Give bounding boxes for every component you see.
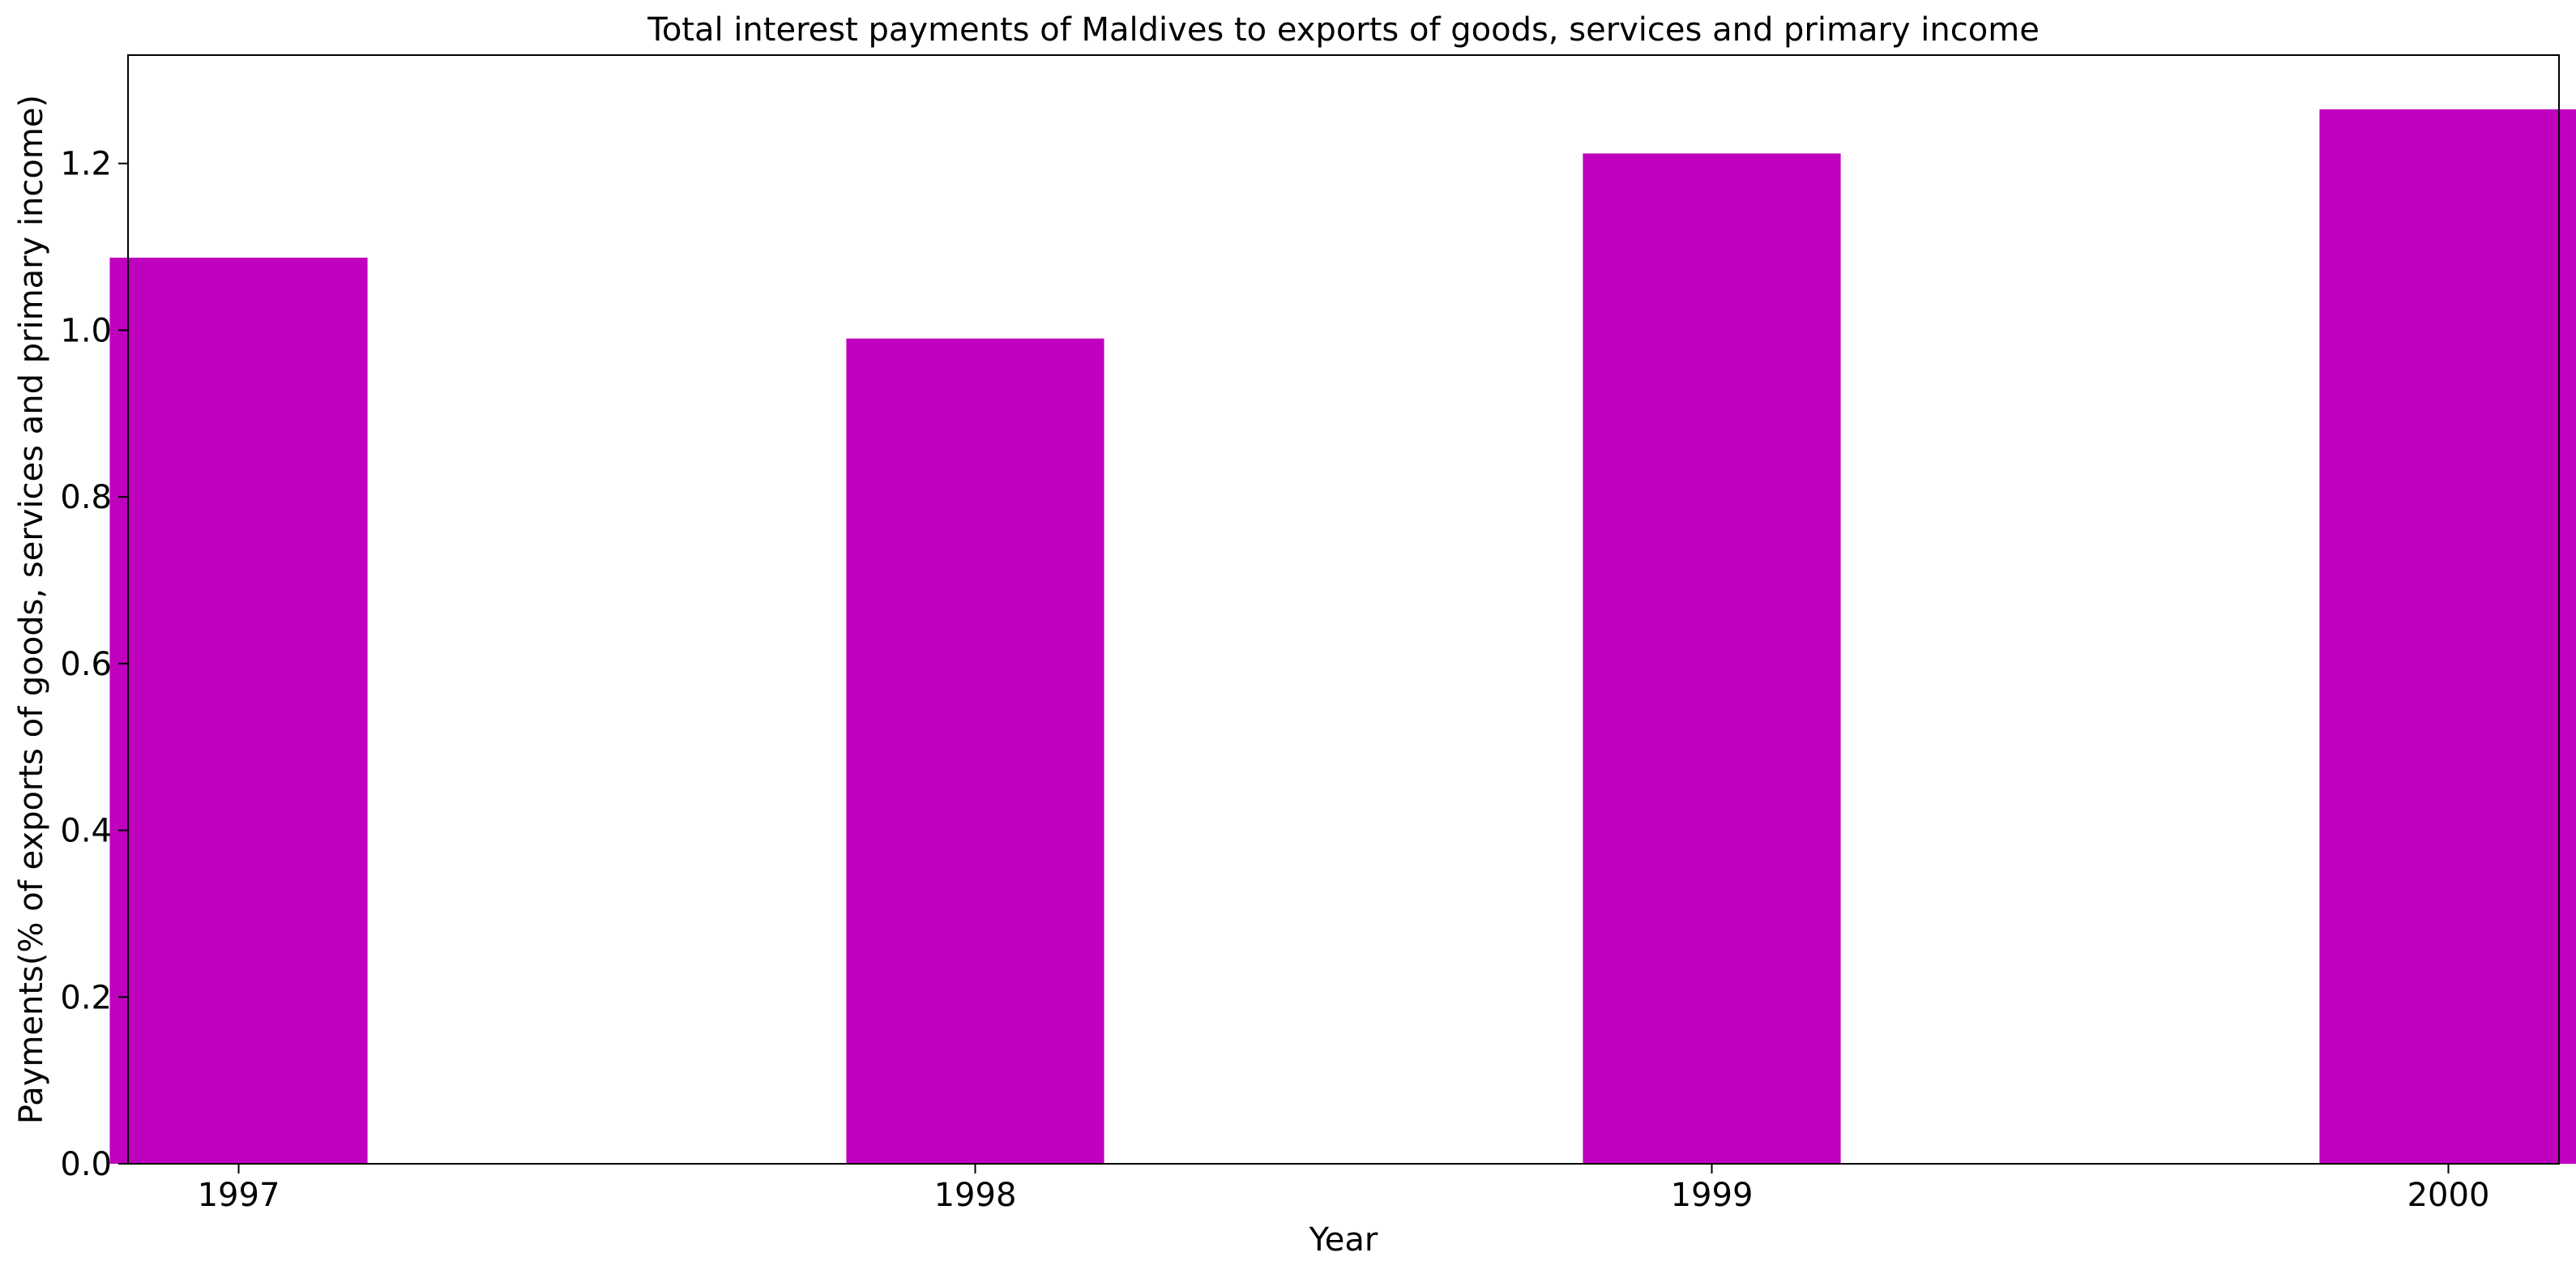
y-axis-label: Payments(% of exports of goods, services… xyxy=(13,95,50,1124)
chart-title: Total interest payments of Maldives to e… xyxy=(647,11,2040,49)
y-tick-label: 1.2 xyxy=(60,146,112,183)
bar-1999 xyxy=(1583,153,1841,1164)
bar-1997 xyxy=(109,257,368,1164)
y-tick-label: 0.8 xyxy=(60,479,112,516)
y-tick-label: 0.2 xyxy=(60,979,112,1016)
x-tick-label: 2000 xyxy=(2407,1177,2490,1214)
x-tick-label: 1997 xyxy=(198,1177,280,1214)
bar-1998 xyxy=(846,338,1104,1164)
y-tick-label: 0.6 xyxy=(60,646,112,683)
y-tick-label: 0.4 xyxy=(60,813,112,850)
y-tick-label: 0.0 xyxy=(60,1146,112,1183)
bar-2000 xyxy=(2319,109,2576,1164)
y-tick-label: 1.0 xyxy=(60,312,112,349)
x-tick-label: 1998 xyxy=(934,1177,1017,1214)
x-axis-label: Year xyxy=(1309,1221,1378,1259)
x-axis-ticks: 1997 1998 1999 2000 xyxy=(198,1164,2490,1214)
x-tick-label: 1999 xyxy=(1671,1177,1754,1214)
bars-group xyxy=(109,109,2576,1164)
y-axis-ticks: 0.0 0.2 0.4 0.6 0.8 1.0 1.2 xyxy=(60,146,128,1183)
plot-frame xyxy=(127,54,2560,1165)
